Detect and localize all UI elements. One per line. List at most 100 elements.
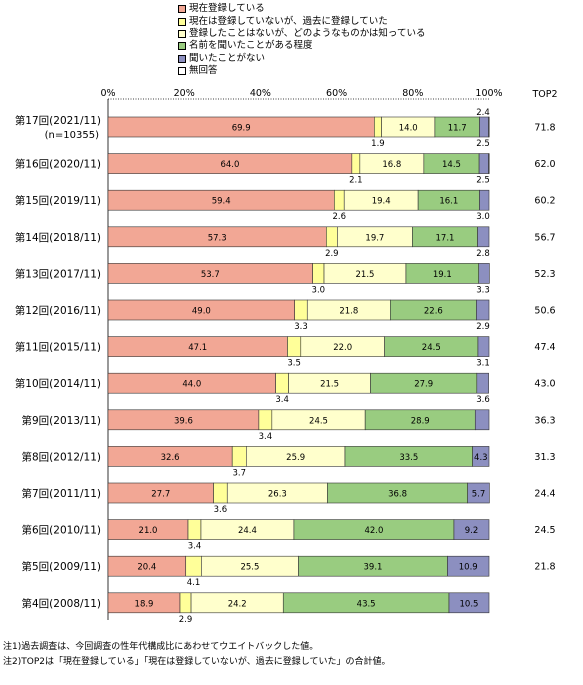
value-label: 1.9 xyxy=(371,139,385,149)
value-label: 9.2 xyxy=(465,526,479,536)
bar-segment xyxy=(179,592,192,614)
note-1: 注1)過去調査は、今回調査の性年代構成比にあわせてウエイトバックした値。 xyxy=(3,642,319,652)
bar-segment xyxy=(231,446,247,467)
value-label: 33.5 xyxy=(399,453,418,463)
value-label: 2.9 xyxy=(325,249,339,259)
value-label: 18.9 xyxy=(135,599,154,609)
legend-swatch xyxy=(178,5,186,14)
value-label: 10.9 xyxy=(459,563,478,573)
top2-value: 36.3 xyxy=(534,415,555,426)
row-label: 第15回(2019/11) xyxy=(15,194,101,207)
row-label: 第13回(2017/11) xyxy=(15,267,101,280)
legend-item: 登録したことはないが、どのようなものかは知っている xyxy=(178,28,425,40)
value-label: 24.2 xyxy=(228,599,247,609)
value-label: 14.0 xyxy=(399,124,418,134)
bar-segment xyxy=(213,482,228,504)
top2-value: 21.8 xyxy=(534,562,555,573)
value-label: 53.7 xyxy=(201,270,220,280)
row-label: 第7回(2011/11) xyxy=(22,487,102,500)
value-label: 21.0 xyxy=(139,526,158,536)
value-label: 39.6 xyxy=(174,416,193,426)
value-label: 3.4 xyxy=(188,542,202,552)
value-label: 11.7 xyxy=(448,124,467,134)
value-label: 16.8 xyxy=(382,160,401,170)
x-tick-label: 60% xyxy=(326,88,347,99)
row-label: 第8回(2012/11) xyxy=(22,450,102,463)
value-label: 43.5 xyxy=(357,599,376,609)
bar-segment xyxy=(447,555,490,577)
row-label: 第17回(2021/11) xyxy=(15,114,101,127)
bar-segment xyxy=(472,446,490,467)
value-label: 3.0 xyxy=(476,212,490,222)
value-label: 16.1 xyxy=(439,197,458,207)
value-label: 3.4 xyxy=(259,432,273,442)
legend-swatch xyxy=(178,67,186,76)
value-label: 19.4 xyxy=(372,197,391,207)
value-label: 14.5 xyxy=(442,160,461,170)
value-label: 2.9 xyxy=(179,615,193,625)
value-label: 4.3 xyxy=(474,453,488,463)
bar-segment xyxy=(453,519,490,540)
bar-segment xyxy=(185,555,202,577)
bar-segment xyxy=(474,409,490,431)
value-label: 39.1 xyxy=(364,563,383,573)
value-label: 21.5 xyxy=(356,270,375,280)
top2-value: 60.2 xyxy=(534,196,555,207)
legend-swatch xyxy=(178,54,186,63)
bar-segment xyxy=(287,336,302,357)
bar-segment xyxy=(294,299,308,321)
value-label: 17.1 xyxy=(436,233,455,243)
bar-segment xyxy=(479,189,490,211)
value-label: 26.3 xyxy=(268,490,287,500)
value-label: 3.3 xyxy=(294,322,308,332)
note-2: 注2)TOP2は「現在登録している」「現在は登録していないが、過去に登録していた… xyxy=(3,657,391,667)
value-label: 3.7 xyxy=(232,468,246,478)
row-label: 第6回(2010/11) xyxy=(22,524,102,537)
value-label: 2.8 xyxy=(476,249,490,259)
value-label: 20.4 xyxy=(137,563,156,573)
chart-legend: 現在登録している 現在は登録していないが、過去に登録していた 登録したことはない… xyxy=(178,3,425,77)
bar-segment xyxy=(478,153,489,174)
bar-segment xyxy=(374,116,382,138)
top2-value: 56.7 xyxy=(534,232,555,243)
top2-value: 62.0 xyxy=(534,159,555,170)
value-label: 27.7 xyxy=(151,490,170,500)
value-label: 22.0 xyxy=(333,343,352,353)
bar-segment xyxy=(478,263,490,284)
x-tick-label: 40% xyxy=(250,88,271,99)
value-label: 44.0 xyxy=(182,380,201,390)
value-label: 36.8 xyxy=(388,490,407,500)
legend-label: 無回答 xyxy=(189,65,218,77)
value-label: 22.6 xyxy=(424,307,443,317)
legend-item: 聞いたことがない xyxy=(178,53,425,65)
row-label: 第5回(2009/11) xyxy=(22,560,102,573)
top2-value: 47.4 xyxy=(534,342,555,353)
top2-value: 52.3 xyxy=(534,269,555,280)
bar-segment xyxy=(448,592,490,614)
legend-label: 聞いたことがない xyxy=(189,52,266,64)
value-label: 10.5 xyxy=(460,599,479,609)
value-label: 21.8 xyxy=(339,307,358,317)
bar-segment xyxy=(334,189,345,211)
bar-segment xyxy=(187,519,202,540)
x-tick-label: 0% xyxy=(100,88,115,99)
value-label: 69.9 xyxy=(232,124,251,134)
top2-value: 24.4 xyxy=(534,489,555,500)
row-label: 第10回(2014/11) xyxy=(15,377,101,390)
row-label: 第16回(2020/11) xyxy=(15,158,101,171)
value-label: 2.9 xyxy=(476,322,490,332)
bar-segment xyxy=(258,409,273,431)
bar-segment xyxy=(477,226,490,248)
value-label: 3.6 xyxy=(476,395,490,405)
value-label: 19.7 xyxy=(365,233,384,243)
value-label: 3.6 xyxy=(214,505,228,515)
row-label: 第11回(2015/11) xyxy=(15,341,101,354)
legend-label: 名前を聞いたことがある程度 xyxy=(189,40,313,52)
bar-segment xyxy=(488,153,490,174)
bar-segment xyxy=(275,372,289,394)
value-label: 3.5 xyxy=(287,359,301,369)
legend-swatch xyxy=(178,29,186,38)
legend-item: 現在登録している xyxy=(178,3,425,15)
value-label: 32.6 xyxy=(161,453,180,463)
value-label: 49.0 xyxy=(192,307,211,317)
